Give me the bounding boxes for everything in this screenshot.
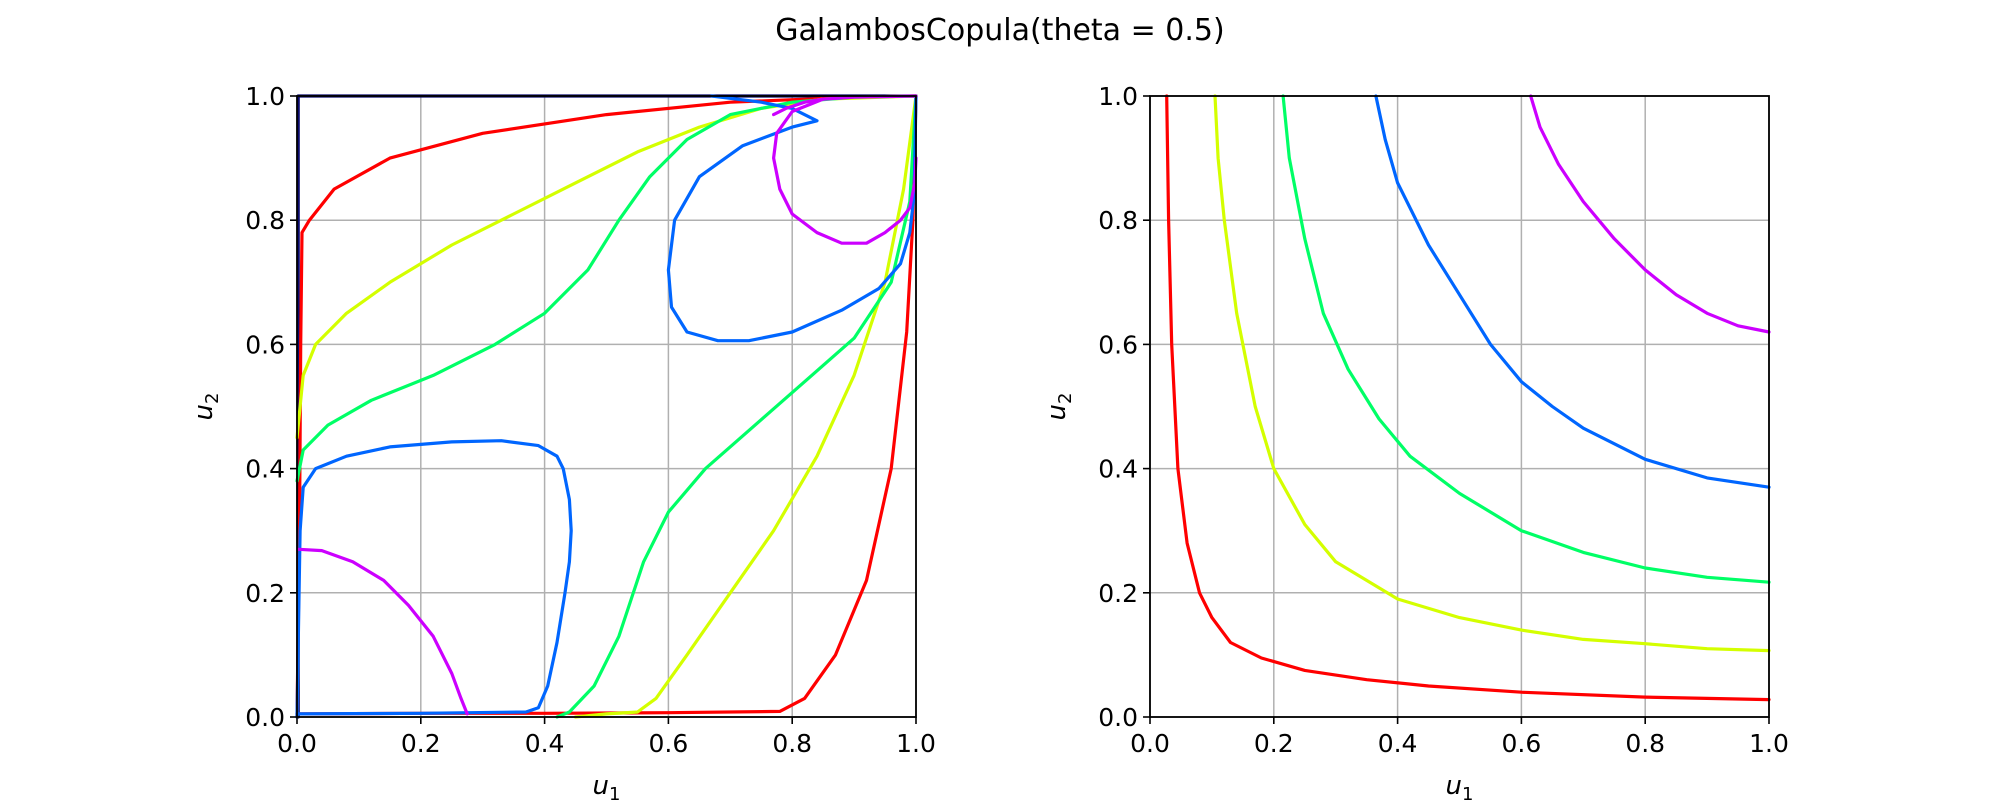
contour-line-12	[772, 97, 918, 245]
y-axis-label: u2	[189, 393, 223, 421]
y-tick-label: 0.6	[1098, 330, 1138, 359]
contour-line-1	[1165, 94, 1771, 702]
y-tick-label: 0.8	[245, 206, 285, 235]
x-tick-label: 0.4	[1378, 729, 1418, 758]
y-tick-label: 0.0	[1098, 703, 1138, 732]
x-tick-label: 0.8	[772, 729, 812, 758]
x-tick-label: 0.4	[525, 729, 565, 758]
axes-frame	[1149, 95, 1770, 718]
contour-line-8	[295, 439, 573, 719]
contour-line-3	[1281, 94, 1771, 584]
x-tick-label: 0.2	[401, 729, 441, 758]
x-tick-label: 0.8	[1625, 729, 1665, 758]
axes-frame	[296, 95, 917, 718]
right-contour-plot: 0.0 0.2 0.4 0.6 0.8 1.0 0.0 0.2 0.4 0.6 0.8 1.0 u1 u2	[1042, 82, 1789, 800]
contour-line-2	[295, 94, 918, 719]
y-tick-label: 0.2	[245, 579, 285, 608]
contour-line-6	[295, 94, 918, 483]
x-tick-label: 1.0	[896, 729, 936, 758]
contour-line-1	[296, 94, 918, 719]
contour-line-5	[1529, 94, 1771, 334]
contour-line-7	[555, 94, 918, 719]
y-tick-label: 0.4	[1098, 455, 1138, 484]
contour-line-4	[1374, 94, 1771, 489]
y-tick-label: 1.0	[245, 82, 285, 111]
x-tick-label: 0.0	[277, 729, 317, 758]
y-tick-label: 1.0	[1098, 82, 1138, 111]
contour-lines	[295, 94, 918, 719]
x-tick-label: 0.6	[1502, 729, 1542, 758]
left-contour-plot: 0.0 0.2 0.4 0.6 0.8 1.0 0.0 0.2 0.4 0.6 0.8 1.0 u1 u2	[189, 82, 936, 800]
contour-line-2	[1213, 94, 1771, 653]
y-tick-label: 0.6	[245, 330, 285, 359]
contour-lines	[1165, 94, 1771, 702]
x-tick-label: 1.0	[1749, 729, 1789, 758]
x-axis-label: u1	[1446, 771, 1474, 800]
contour-line-4	[295, 94, 918, 440]
contour-line-10	[297, 547, 469, 716]
y-tick-label: 0.8	[1098, 206, 1138, 235]
contour-line-5	[573, 94, 918, 719]
contour-line-3	[295, 94, 918, 716]
y-tick-label: 0.0	[245, 703, 285, 732]
y-axis-label: u2	[1042, 393, 1076, 421]
contour-line-11	[772, 94, 918, 117]
figure-title: GalambosCopula(theta = 0.5)	[775, 13, 1224, 48]
y-tick-label: 0.2	[1098, 579, 1138, 608]
x-tick-label: 0.0	[1130, 729, 1170, 758]
x-axis-label: u1	[593, 771, 621, 800]
x-tick-label: 0.2	[1254, 729, 1294, 758]
x-tick-label: 0.6	[649, 729, 689, 758]
contour-line-9	[666, 94, 918, 343]
y-tick-label: 0.4	[245, 455, 285, 484]
